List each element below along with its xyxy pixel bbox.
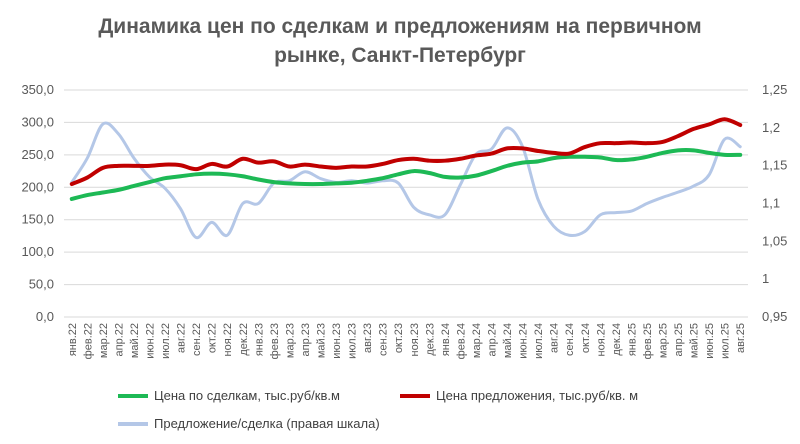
series-line-offer-price xyxy=(69,117,743,187)
x-tick-label: апр.22 xyxy=(113,323,125,356)
x-tick-label: фев.25 xyxy=(642,323,654,359)
legend-label-deal-price: Цена по сделкам, тыс.руб/кв.м xyxy=(154,388,340,403)
x-tick-label: сен.24 xyxy=(564,323,576,356)
x-tick-label: янв.22 xyxy=(67,323,79,356)
x-tick-label: янв.23 xyxy=(253,323,265,356)
x-tick-label: фев.24 xyxy=(455,323,467,359)
right-tick-label: 1,05 xyxy=(762,233,787,248)
left-tick-label: 200,0 xyxy=(21,179,54,194)
x-tick-label: июл.23 xyxy=(347,323,359,359)
x-tick-label: мар.24 xyxy=(471,323,483,358)
x-tick-label: авг.24 xyxy=(549,323,561,353)
x-tick-label: июл.25 xyxy=(720,323,732,359)
x-tick-label: июн.24 xyxy=(518,323,530,359)
x-tick-label: май.23 xyxy=(316,323,328,358)
x-tick-label: окт.23 xyxy=(393,323,405,353)
x-tick-label: сен.22 xyxy=(191,323,203,356)
left-axis-ticks: 350,0 300,0 250,0 200,0 150,0 100,0 50,0 0,0 xyxy=(21,82,54,324)
x-tick-label: ноя.23 xyxy=(409,323,421,356)
x-tick-label: фев.23 xyxy=(269,323,281,359)
x-tick-label: окт.22 xyxy=(207,323,219,353)
x-tick-label: апр.25 xyxy=(673,323,685,356)
x-tick-label: авг.23 xyxy=(362,323,374,353)
x-tick-label: мар.22 xyxy=(98,323,110,358)
x-tick-label: май.25 xyxy=(689,323,701,358)
left-tick-label: 100,0 xyxy=(21,244,54,259)
legend: Цена по сделкам, тыс.руб/кв.м Цена предл… xyxy=(118,388,638,431)
x-tick-label: авг.25 xyxy=(735,323,747,353)
left-tick-label: 0,0 xyxy=(36,309,54,324)
x-tick-label: янв.25 xyxy=(626,323,638,356)
x-tick-label: окт.24 xyxy=(580,323,592,353)
right-tick-label: 1,1 xyxy=(762,196,780,211)
x-tick-label: ноя.22 xyxy=(222,323,234,356)
x-tick-label: дек.22 xyxy=(238,323,250,356)
x-tick-label: май.24 xyxy=(502,323,514,358)
left-tick-label: 250,0 xyxy=(21,147,54,162)
x-tick-label: ноя.24 xyxy=(595,323,607,356)
right-axis-ticks: 1,25 1,2 1,15 1,1 1,05 1 0,95 xyxy=(762,82,787,324)
x-tick-label: мар.23 xyxy=(284,323,296,358)
legend-label-offer-price: Цена предложения, тыс.руб/кв. м xyxy=(436,388,638,403)
x-tick-label: фев.22 xyxy=(82,323,94,359)
right-tick-label: 1,2 xyxy=(762,120,780,135)
left-tick-label: 350,0 xyxy=(21,82,54,97)
left-tick-label: 150,0 xyxy=(21,212,54,227)
x-tick-label: апр.23 xyxy=(300,323,312,356)
series-line-deal-price xyxy=(69,147,743,201)
x-tick-label: авг.22 xyxy=(176,323,188,353)
gridlines xyxy=(64,89,748,318)
legend-label-ratio: Предложение/сделка (правая шкала) xyxy=(154,416,380,431)
series-line-ratio xyxy=(70,121,742,240)
x-tick-label: дек.24 xyxy=(611,323,623,356)
right-tick-label: 0,95 xyxy=(762,309,787,324)
chart-title-line-1: Динамика цен по сделкам и предложениям н… xyxy=(98,15,701,38)
left-tick-label: 50,0 xyxy=(29,277,54,292)
x-tick-label: апр.24 xyxy=(487,323,499,356)
chart-title-line-2: рынке, Санкт-Петербург xyxy=(274,44,526,67)
x-tick-label: июл.22 xyxy=(160,323,172,359)
series-lines xyxy=(69,117,743,240)
x-tick-label: июн.25 xyxy=(704,323,716,359)
x-tick-label: июн.23 xyxy=(331,323,343,359)
x-tick-label: мар.25 xyxy=(658,323,670,358)
x-tick-label: дек.23 xyxy=(424,323,436,356)
right-tick-label: 1,15 xyxy=(762,158,787,173)
x-tick-label: июн.22 xyxy=(145,323,157,359)
right-tick-label: 1,25 xyxy=(762,82,787,97)
x-tick-label: июл.24 xyxy=(533,323,545,359)
left-tick-label: 300,0 xyxy=(21,114,54,129)
x-axis-ticks: янв.22 фев.22 мар.22 апр.22 май.22 июн.22 июл.… xyxy=(67,323,747,359)
right-tick-label: 1 xyxy=(762,271,769,286)
x-tick-label: сен.23 xyxy=(378,323,390,356)
x-tick-label: янв.24 xyxy=(440,323,452,356)
x-tick-label: май.22 xyxy=(129,323,141,358)
